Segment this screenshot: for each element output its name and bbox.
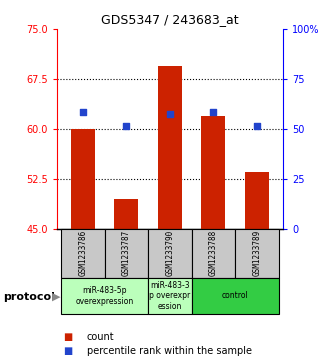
Bar (191, 278, 279, 314)
Text: control: control (222, 291, 248, 300)
Point (254, 123, 260, 129)
Bar (71, 129, 95, 229)
Text: ▶: ▶ (52, 291, 60, 302)
Text: ■: ■ (63, 346, 73, 356)
Text: GSM1233787: GSM1233787 (122, 230, 131, 276)
Text: miR-483-5p
overexpression: miR-483-5p overexpression (75, 286, 134, 306)
Bar (105, 229, 148, 278)
Text: protocol: protocol (3, 291, 55, 302)
Bar (61, 229, 105, 278)
Bar (201, 115, 225, 229)
Text: percentile rank within the sample: percentile rank within the sample (87, 346, 251, 356)
Text: GSM1233790: GSM1233790 (165, 230, 174, 276)
Bar (61, 278, 148, 314)
Bar (148, 278, 191, 314)
Point (124, 123, 129, 129)
Bar (235, 229, 279, 278)
Text: GSM1233789: GSM1233789 (252, 230, 261, 276)
Bar (148, 229, 191, 278)
Point (167, 111, 172, 117)
Text: ■: ■ (63, 332, 73, 342)
Bar (245, 172, 269, 229)
Text: GSM1233786: GSM1233786 (78, 230, 87, 276)
Point (80, 109, 85, 115)
Text: count: count (87, 332, 114, 342)
Bar (191, 229, 235, 278)
Point (211, 109, 216, 115)
Text: GSM1233788: GSM1233788 (209, 230, 218, 276)
Text: miR-483-3
p overexpr
ession: miR-483-3 p overexpr ession (149, 281, 190, 311)
Title: GDS5347 / 243683_at: GDS5347 / 243683_at (101, 13, 239, 26)
Bar (114, 199, 138, 229)
Bar (158, 66, 182, 229)
